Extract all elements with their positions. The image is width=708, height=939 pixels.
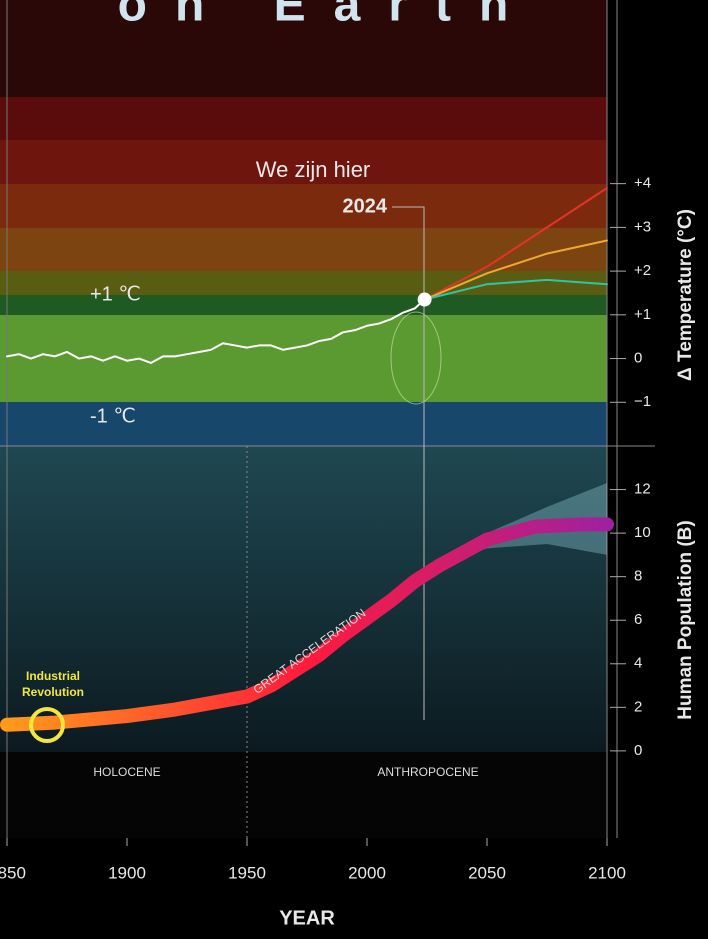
y-tick-label: 0 <box>634 350 642 367</box>
annotation-box: Industrial Revolution <box>22 669 84 699</box>
x-tick-label: 1900 <box>108 863 146 882</box>
line <box>423 187 608 301</box>
x-tick-label: 2100 <box>588 863 626 882</box>
x-tick-label: 2050 <box>468 863 506 882</box>
x-axis-label: YEAR <box>279 907 335 929</box>
y-axis-label: Human Population (B) <box>675 520 696 719</box>
population-bands <box>0 446 607 838</box>
line <box>423 239 608 301</box>
highlight-ellipse <box>390 311 442 405</box>
annotation: Industrial Revolution <box>22 669 84 699</box>
y-tick-label: 2 <box>634 698 642 715</box>
pointer-line <box>392 206 425 720</box>
y-tick-label: 10 <box>634 524 651 541</box>
y-tick-label: −1 <box>634 393 651 410</box>
x-tick-label: 2000 <box>348 863 386 882</box>
y-tick-label: +3 <box>634 218 651 235</box>
annotation: 2024 <box>343 195 388 217</box>
y-tick-label: 8 <box>634 568 642 585</box>
current-point <box>417 292 432 307</box>
y-tick-label: 0 <box>634 742 642 759</box>
chart-title: on Earth <box>118 0 537 32</box>
marks <box>0 187 614 732</box>
x-tick-label: 1950 <box>228 863 266 882</box>
y-tick-label: 12 <box>634 481 651 498</box>
temperature-bands <box>0 0 607 446</box>
annotation: HOLOCENE <box>93 765 160 779</box>
industrial-circle <box>29 707 65 743</box>
line <box>423 278 608 301</box>
y-tick-label: +4 <box>634 175 651 192</box>
line <box>6 298 426 364</box>
y-tick-label: +1 <box>634 306 651 323</box>
annotation: ANTHROPOCENE <box>377 765 478 779</box>
x-tick-label: 1850 <box>0 863 26 882</box>
annotation: -1 ℃ <box>90 405 136 427</box>
y-tick-label: +2 <box>634 262 651 279</box>
y-tick-label: 4 <box>634 655 642 672</box>
y-tick-label: 6 <box>634 611 642 628</box>
y-axis-label: Δ Temperature (°C) <box>675 209 696 381</box>
line <box>0 517 614 732</box>
annotation: We zijn hier <box>256 157 371 182</box>
annotation: +1 ℃ <box>90 283 141 305</box>
